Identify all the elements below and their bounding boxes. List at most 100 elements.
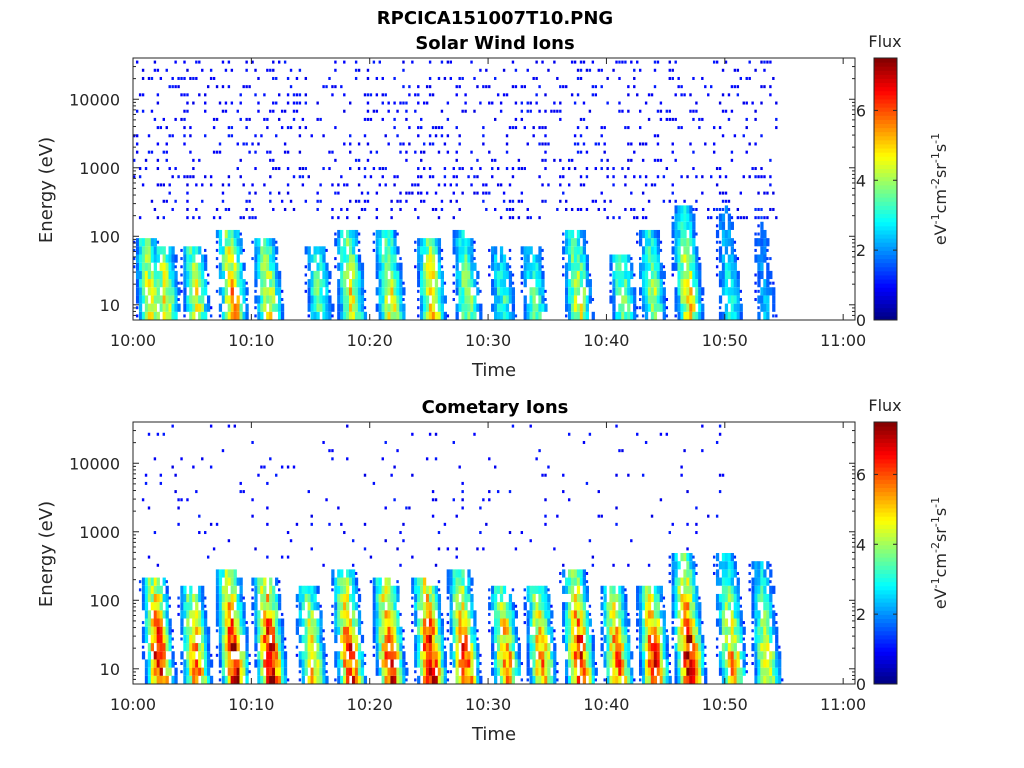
flux-cell (269, 659, 273, 668)
colorbar-segment (874, 512, 897, 517)
flux-cell (221, 311, 226, 320)
flux-cell (727, 213, 732, 222)
flux-cell (420, 577, 424, 586)
flux-cell (378, 229, 382, 239)
flux-cell (192, 651, 196, 660)
colorbar-segment (874, 524, 897, 529)
flux-cell (715, 248, 719, 252)
flux-cell (434, 279, 439, 288)
flux-cell (384, 134, 387, 138)
flux-cell (171, 76, 174, 80)
flux-cell (363, 547, 367, 551)
flux-cell (692, 109, 695, 113)
flux-cell (618, 101, 621, 105)
flux-cell (668, 68, 671, 72)
flux-cell (659, 240, 663, 244)
flux-cell (721, 238, 726, 247)
flux-cell (366, 109, 370, 113)
flux-cell (141, 295, 146, 304)
flux-cell (766, 593, 770, 603)
flux-cell (461, 246, 465, 255)
flux-cell (455, 93, 458, 97)
flux-cell (343, 667, 347, 676)
flux-cell (570, 238, 575, 247)
flux-cell (470, 270, 474, 280)
flux-cell (452, 651, 456, 660)
flux-cell (227, 651, 231, 660)
flux-cell (346, 287, 350, 296)
flux-cell (141, 602, 146, 611)
flux-cell (224, 602, 228, 611)
flux-cell (340, 175, 343, 179)
flux-cell (671, 602, 675, 611)
flux-cell (422, 167, 426, 171)
flux-cell (275, 279, 279, 288)
flux-cell (470, 254, 474, 263)
flux-cell (461, 490, 464, 494)
flux-cell (772, 295, 776, 304)
flux-cell (218, 287, 223, 296)
flux-cell (621, 270, 625, 280)
flux-cell (269, 68, 272, 72)
flux-cell (760, 618, 764, 627)
flux-cell (277, 270, 282, 280)
flux-cell (440, 612, 444, 616)
flux-cell (772, 314, 775, 318)
flux-cell (417, 626, 421, 635)
flux-cell (168, 287, 172, 296)
flux-cell (502, 634, 507, 644)
flux-cell (378, 626, 382, 635)
flux-cell (186, 246, 190, 255)
x-tick-label: 10:30 (465, 331, 511, 350)
flux-cell (201, 651, 205, 660)
flux-cell (532, 634, 536, 644)
colorbar-segment (874, 238, 897, 243)
flux-cell (440, 270, 444, 280)
flux-cell (535, 457, 538, 461)
flux-cell (215, 629, 219, 633)
flux-cell (502, 295, 507, 304)
flux-cell (254, 577, 258, 586)
flux-cell (588, 539, 592, 543)
flux-cell (390, 216, 393, 220)
flux-cell (567, 618, 572, 627)
flux-cell (437, 580, 441, 584)
flux-cell (730, 610, 734, 619)
flux-cell (322, 440, 325, 444)
flux-cell (428, 262, 433, 271)
flux-cell (680, 205, 684, 214)
colorbar-segment (874, 250, 897, 255)
flux-cell (189, 150, 192, 154)
flux-cell (269, 618, 273, 627)
flux-cell (354, 602, 359, 611)
flux-cell (443, 637, 447, 641)
flux-cell (437, 659, 442, 668)
flux-cell (547, 593, 551, 603)
flux-cell (535, 270, 539, 280)
flux-cell (701, 643, 705, 652)
flux-cell (644, 216, 648, 220)
flux-cell (727, 295, 732, 304)
flux-cell (153, 270, 157, 280)
flux-cell (621, 626, 625, 635)
flux-cell (612, 618, 616, 627)
colorbar-segment (874, 503, 897, 509)
flux-cell (754, 593, 758, 603)
flux-cell (316, 117, 319, 121)
flux-cell (144, 618, 149, 627)
flux-cell (411, 432, 414, 436)
flux-cell (443, 142, 447, 146)
flux-cell (340, 295, 344, 304)
flux-cell (674, 553, 678, 562)
flux-cell (689, 254, 693, 263)
flux-cell (488, 101, 491, 105)
flux-cell (715, 577, 720, 586)
flux-cell (189, 626, 193, 635)
flux-cell (156, 246, 160, 255)
flux-cell (733, 593, 737, 603)
flux-cell (411, 60, 414, 64)
flux-cell (138, 254, 143, 263)
flux-cell (760, 626, 764, 635)
flux-cell (402, 659, 406, 668)
flux-cell (218, 314, 222, 318)
